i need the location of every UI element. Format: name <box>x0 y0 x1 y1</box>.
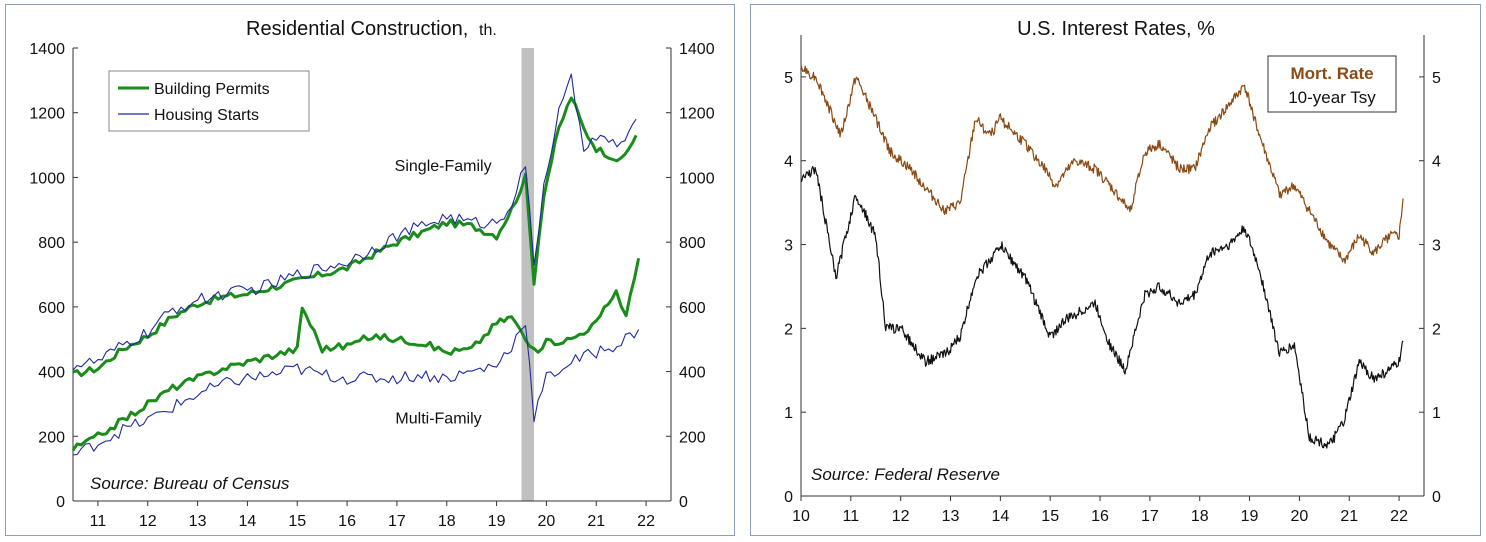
y-tick-label: 200 <box>38 429 65 446</box>
y-tick-label: 1400 <box>29 41 65 58</box>
chart-title-unit: th. <box>479 22 497 39</box>
source-note: Source: Federal Reserve <box>811 465 1000 484</box>
x-tick-label: 21 <box>587 513 605 530</box>
residential-construction-chart: Residential Construction, th. 0 0 200 200 40… <box>29 18 715 530</box>
y-tick-label-right: 1400 <box>679 41 715 58</box>
series-line-building-permits-multi-family <box>71 258 641 452</box>
chart-title: Residential Construction, <box>246 18 468 40</box>
y-tick-label: 3 <box>784 238 793 255</box>
x-tick-label: 20 <box>538 513 556 530</box>
y-tick-label: 400 <box>38 365 65 382</box>
x-tick-label: 22 <box>1390 508 1408 525</box>
legend-label-building-permits: Building Permits <box>154 81 270 98</box>
y-tick-label-right: 1200 <box>679 106 715 123</box>
x-tick-label: 16 <box>1091 508 1109 525</box>
y-tick-label: 1000 <box>29 170 65 187</box>
y-tick-label-right: 5 <box>1432 70 1441 87</box>
x-tick-label: 19 <box>1241 508 1259 525</box>
x-tick-label: 13 <box>189 513 207 530</box>
x-tick-label: 20 <box>1291 508 1309 525</box>
y-tick-label-right: 400 <box>679 365 706 382</box>
series-line-housing-starts-single-family <box>72 73 637 371</box>
x-tick-label: 21 <box>1340 508 1358 525</box>
x-tick-label: 16 <box>338 513 356 530</box>
y-tick-label-right: 1000 <box>679 170 715 187</box>
series-line-mort-rate <box>800 64 1404 264</box>
y-tick-label: 4 <box>784 154 793 171</box>
residential-construction-panel: Residential Construction, th. 0 0 200 200 40… <box>5 4 735 536</box>
x-tick-label: 17 <box>388 513 406 530</box>
x-tick-label: 15 <box>288 513 306 530</box>
y-tick-label-right: 600 <box>679 300 706 317</box>
x-tick-label: 15 <box>1041 508 1059 525</box>
x-tick-label: 12 <box>139 513 157 530</box>
interest-rates-panel: U.S. Interest Rates, % 0 0 1 1 2 2 3 3 4 4 5 5 10 11 1… <box>750 4 1481 536</box>
source-note: Source: Bureau of Census <box>90 474 290 493</box>
legend-label-mort-rate: Mort. Rate <box>1290 64 1373 83</box>
y-tick-label-right: 2 <box>1432 321 1441 338</box>
x-tick-label: 12 <box>892 508 910 525</box>
annotation-single-family: Single-Family <box>395 158 492 175</box>
y-tick-label: 5 <box>784 70 793 87</box>
x-tick-label: 22 <box>637 513 655 530</box>
x-tick-label: 11 <box>90 513 107 530</box>
x-tick-label: 10 <box>792 508 810 525</box>
legend-box <box>108 70 310 132</box>
x-tick-label: 17 <box>1141 508 1159 525</box>
y-tick-label: 1200 <box>29 106 65 123</box>
series-line-10-year-tsy <box>800 166 1404 449</box>
legend-label-housing-starts: Housing Starts <box>154 107 259 124</box>
y-tick-label: 1 <box>784 405 793 422</box>
legend-label-10-year-tsy: 10-year Tsy <box>1288 88 1376 107</box>
x-tick-label: 11 <box>843 508 860 525</box>
legend-box <box>1267 55 1397 113</box>
y-tick-label: 0 <box>56 494 65 511</box>
x-tick-label: 13 <box>942 508 960 525</box>
chart-title: U.S. Interest Rates, % <box>1017 18 1215 40</box>
x-tick-label: 18 <box>438 513 456 530</box>
y-tick-label: 600 <box>38 300 65 317</box>
x-tick-label: 19 <box>488 513 506 530</box>
y-tick-label-right: 800 <box>679 235 706 252</box>
x-tick-label: 18 <box>1191 508 1209 525</box>
y-tick-label-right: 0 <box>1432 489 1441 506</box>
series-line-building-permits-single-family <box>72 96 638 378</box>
y-tick-label-right: 4 <box>1432 154 1441 171</box>
series-line-housing-starts-multi-family <box>72 325 640 456</box>
y-tick-label: 2 <box>784 321 793 338</box>
y-tick-label: 800 <box>38 235 65 252</box>
y-tick-label-right: 3 <box>1432 238 1441 255</box>
x-tick-label: 14 <box>991 508 1009 525</box>
recession-band <box>521 48 534 501</box>
y-tick-label-right: 0 <box>679 494 688 511</box>
y-tick-label-right: 200 <box>679 429 706 446</box>
y-tick-label: 0 <box>784 489 793 506</box>
y-tick-label-right: 1 <box>1432 405 1441 422</box>
interest-rates-chart: U.S. Interest Rates, % 0 01 12 23 34 45 510 11 1… <box>784 18 1441 525</box>
annotation-multi-family: Multi-Family <box>395 410 481 427</box>
x-tick-label: 14 <box>239 513 257 530</box>
